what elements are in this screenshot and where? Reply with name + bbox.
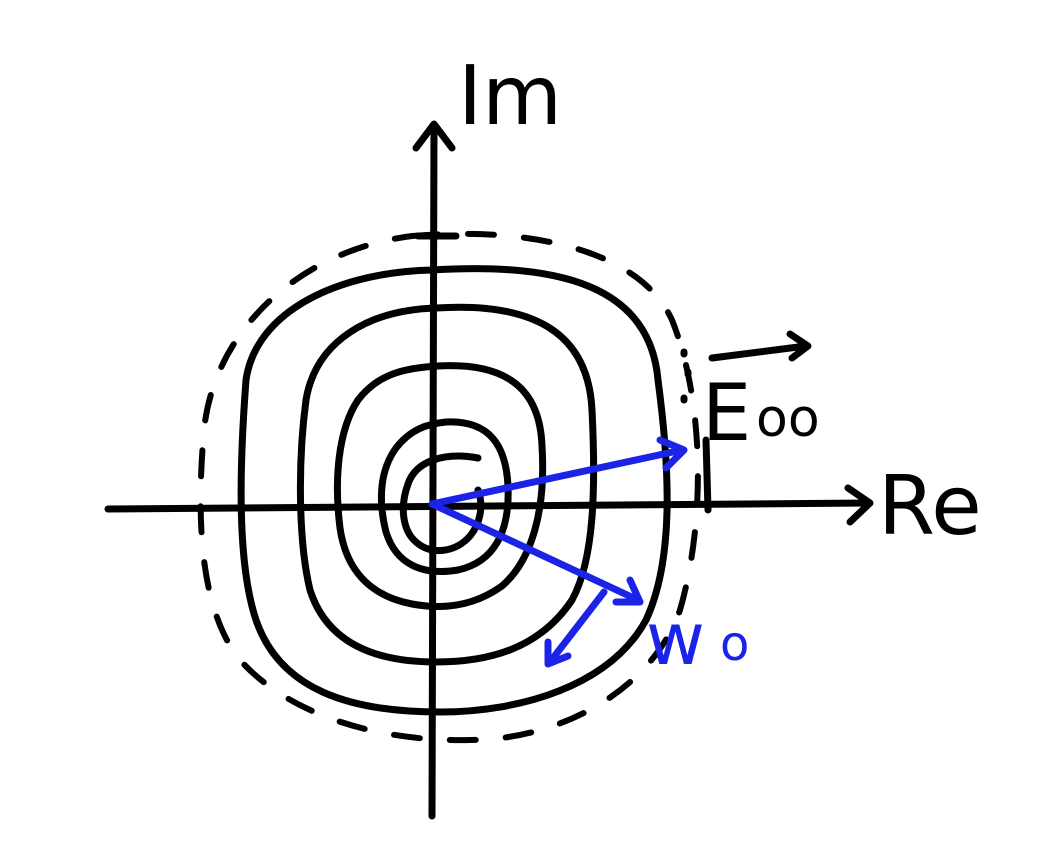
contour-loop-4 <box>377 418 512 575</box>
vector-w <box>428 500 644 606</box>
w-vector-subscript: o <box>720 616 749 672</box>
re-axis-label: Re <box>878 459 982 554</box>
vector-w-tangent <box>544 588 608 668</box>
w-vector-label: w <box>646 597 705 681</box>
im-axis-label: Im <box>458 49 562 144</box>
contour-loop-2 <box>296 303 598 666</box>
e-vector-label: E <box>702 369 751 459</box>
contour-loop-1 <box>237 265 671 716</box>
real-axis <box>104 484 874 526</box>
contour-loop-3 <box>333 362 547 611</box>
e-vector-subscript: oo <box>756 389 820 449</box>
dashed-boundary-circle <box>197 230 701 744</box>
boundary-dots <box>680 348 692 404</box>
e-vector-overarrow <box>708 330 812 362</box>
vertical-tick-near-e <box>702 436 712 514</box>
imaginary-axis <box>412 120 456 820</box>
vector-e <box>428 436 688 508</box>
